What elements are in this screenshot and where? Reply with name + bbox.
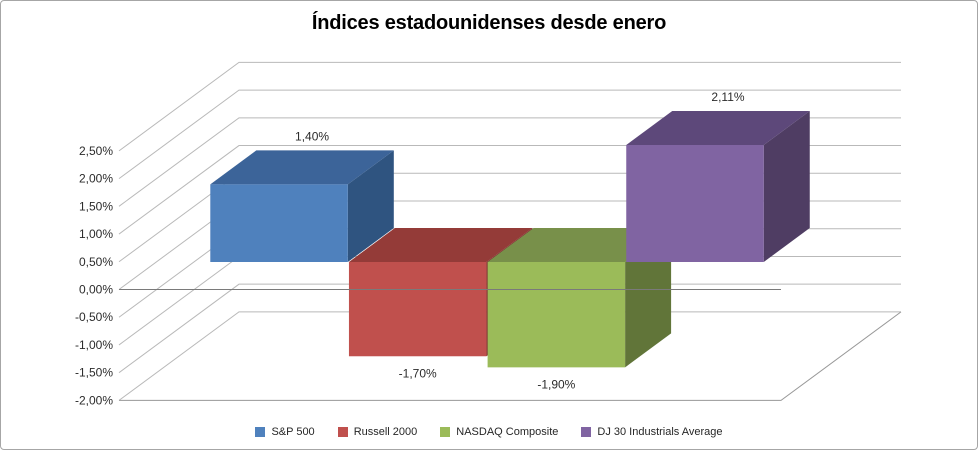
data-label: -1,70% xyxy=(399,366,437,380)
gridline xyxy=(118,61,901,152)
floor-edge xyxy=(119,311,902,401)
y-tick-label: 0,50% xyxy=(79,255,113,269)
legend-label: DJ 30 Industrials Average xyxy=(597,426,723,438)
gridline xyxy=(118,283,901,374)
bar-side-face xyxy=(763,111,810,262)
legend: S&P 500 Russell 2000 NASDAQ Composite DJ… xyxy=(1,426,977,438)
y-tick-label: 1,00% xyxy=(79,227,113,241)
legend-swatch-icon xyxy=(440,427,451,437)
bar-top-face xyxy=(210,150,394,185)
bar-side-face xyxy=(625,228,672,368)
legend-swatch-icon xyxy=(255,427,266,437)
y-tick-label: 2,00% xyxy=(79,172,113,186)
gridline xyxy=(118,89,901,180)
bar-front-face xyxy=(348,262,487,357)
bar-front-face xyxy=(210,184,348,262)
bar-top-face xyxy=(626,111,810,146)
legend-item: S&P 500 xyxy=(255,426,315,438)
y-tick-label: -0,50% xyxy=(75,310,113,324)
chart-title: Índices estadounidenses desde enero xyxy=(311,12,667,34)
y-tick-label: -1,00% xyxy=(75,338,113,352)
bar-front-face xyxy=(626,145,764,262)
y-tick-label: 2,50% xyxy=(79,144,113,158)
y-tick-label: -2,00% xyxy=(75,393,113,407)
legend-label: NASDAQ Composite xyxy=(456,426,559,438)
y-tick-label: 0,00% xyxy=(79,283,113,297)
y-tick-label: -1,50% xyxy=(75,366,113,380)
bar-s-p-500 xyxy=(210,150,394,262)
legend-swatch-icon xyxy=(337,427,348,437)
legend-item: Russell 2000 xyxy=(337,426,418,438)
legend-swatch-icon xyxy=(581,427,592,437)
bar-front-face xyxy=(487,262,626,368)
gridline xyxy=(118,311,901,401)
bar-side-face xyxy=(347,150,394,262)
data-label: -1,90% xyxy=(537,377,575,391)
bar-top-face xyxy=(487,228,672,262)
data-label: 2,11% xyxy=(711,90,744,104)
bar-top-face xyxy=(348,228,533,262)
legend-item: DJ 30 Industrials Average xyxy=(581,426,723,438)
legend-label: S&P 500 xyxy=(271,426,315,438)
legend-item: NASDAQ Composite xyxy=(440,426,558,438)
bar-nasdaq-composite xyxy=(487,228,672,368)
data-label: 1,40% xyxy=(295,129,329,143)
legend-label: Russell 2000 xyxy=(353,426,418,438)
bar-dj-30-industrials-average xyxy=(626,111,810,262)
y-tick-label: 1,50% xyxy=(79,199,113,213)
